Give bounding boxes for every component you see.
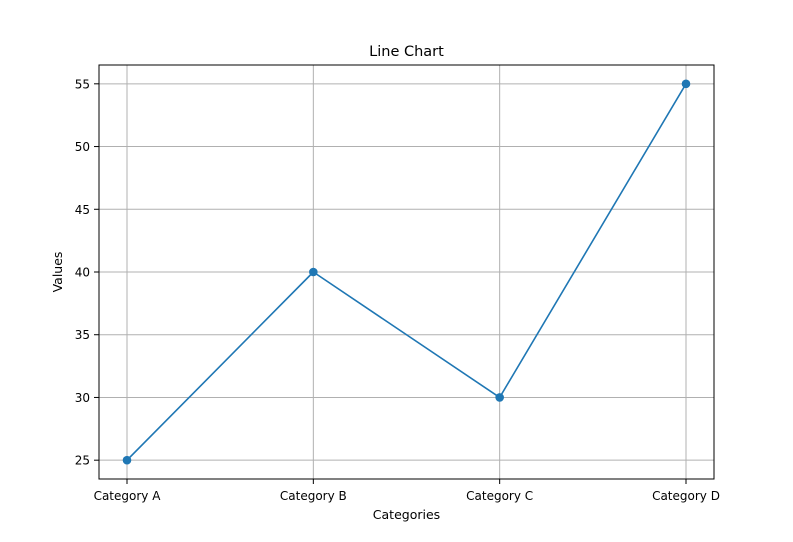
y-tick-label: 45 xyxy=(75,203,90,217)
data-point-marker xyxy=(681,79,691,89)
data-point-marker xyxy=(495,393,504,402)
y-tick-label: 55 xyxy=(75,77,90,91)
data-point-marker xyxy=(122,455,132,465)
data-point-marker xyxy=(309,267,318,277)
x-tick-label: Category A xyxy=(94,489,162,503)
y-tick-label: 30 xyxy=(75,391,90,405)
y-axis-label: Values xyxy=(50,252,65,293)
y-tick-label: 25 xyxy=(75,454,90,468)
y-tick-label: 50 xyxy=(75,140,90,154)
series-lines xyxy=(126,83,687,461)
x-axis-label: Categories xyxy=(373,507,440,522)
y-tick-label: 40 xyxy=(75,266,90,280)
series-line xyxy=(126,83,687,461)
x-tick-label: Category D xyxy=(652,489,720,503)
y-axis-ticks: 25 30 35 40 45 50 55 xyxy=(75,77,99,468)
x-tick-label: Category C xyxy=(466,489,533,503)
series-markers xyxy=(122,79,691,465)
chart-title: Line Chart xyxy=(369,44,444,60)
y-tick-label: 35 xyxy=(75,328,90,342)
x-axis-ticks: Category A Category B Category C Category D xyxy=(94,479,720,503)
x-tick-label: Category B xyxy=(280,489,347,503)
